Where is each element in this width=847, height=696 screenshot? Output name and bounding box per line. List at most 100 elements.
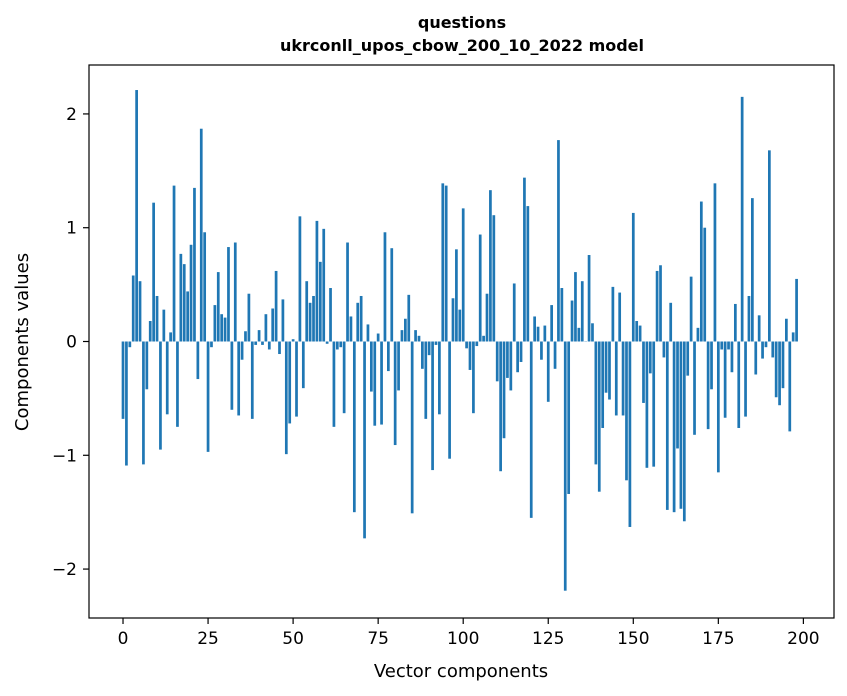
bar (288, 341, 292, 424)
bar (563, 341, 567, 591)
bar (774, 341, 778, 398)
bar (404, 318, 407, 342)
chart-subtitle: ukrconll_upos_cbow_200_10_2022 model (280, 36, 644, 55)
bar (710, 341, 713, 390)
bar (424, 341, 428, 419)
bar (193, 187, 196, 342)
bar (499, 341, 502, 472)
bar (261, 341, 264, 345)
bar (206, 341, 210, 452)
bar (625, 341, 628, 481)
bar (665, 341, 669, 510)
bar (638, 325, 642, 342)
bar (359, 295, 363, 342)
bar (352, 341, 356, 513)
bar (560, 288, 564, 342)
bar (281, 299, 285, 342)
bar (611, 286, 615, 342)
x-tick-label: 0 (118, 629, 129, 649)
bar (284, 341, 288, 455)
bar (383, 232, 387, 342)
bar (682, 341, 686, 522)
y-tick-label: 0 (66, 333, 77, 353)
bar (182, 264, 186, 342)
bar (213, 305, 217, 342)
bar (523, 177, 526, 342)
bar (733, 303, 737, 342)
bar (216, 272, 220, 342)
bar (295, 341, 298, 417)
bar (274, 270, 278, 342)
bar (162, 309, 166, 342)
bar (159, 341, 162, 450)
bar (165, 341, 169, 415)
bar (203, 232, 207, 342)
bar (301, 341, 305, 389)
bar (540, 341, 543, 360)
bar (461, 208, 465, 342)
bar (506, 341, 509, 378)
bar (516, 341, 519, 373)
bar (703, 227, 707, 342)
bar (621, 341, 625, 416)
bar (672, 341, 676, 513)
bar (227, 247, 230, 342)
bar (529, 341, 533, 518)
bar (438, 341, 441, 415)
bar (376, 333, 380, 342)
bar (740, 96, 744, 342)
bar (628, 341, 632, 527)
bar (318, 261, 322, 342)
bar (706, 341, 710, 430)
bar (427, 341, 431, 356)
x-tick-label: 150 (617, 629, 649, 649)
x-tick-label: 75 (367, 629, 389, 649)
bar (761, 341, 764, 359)
bar (785, 318, 788, 342)
bar (751, 198, 754, 342)
bar (421, 341, 424, 369)
bar (768, 150, 771, 342)
bar (431, 341, 434, 471)
bar (220, 314, 224, 342)
bar (489, 190, 492, 342)
bar (332, 341, 336, 427)
bar (223, 317, 227, 342)
bar (519, 341, 523, 362)
bar (597, 341, 601, 492)
x-tick-label: 100 (447, 629, 479, 649)
bar (244, 331, 247, 342)
bar (478, 234, 482, 342)
bar (727, 341, 730, 350)
bar (172, 185, 176, 342)
bar (349, 316, 353, 342)
bar (655, 270, 659, 342)
bar (148, 321, 152, 342)
bar (720, 341, 724, 350)
bar (390, 248, 394, 342)
bar (176, 341, 179, 427)
bar (315, 220, 319, 342)
bar (189, 244, 193, 342)
bar (574, 272, 577, 342)
bar (492, 215, 496, 342)
bar (662, 341, 666, 358)
bar (329, 288, 332, 342)
bar (676, 341, 679, 449)
x-tick-label: 50 (282, 629, 304, 649)
y-tick-label: −1 (52, 446, 77, 466)
bar (339, 341, 343, 348)
x-tick-label: 125 (532, 629, 564, 649)
x-tick-label: 175 (702, 629, 734, 649)
bar (614, 341, 618, 416)
bar (312, 295, 315, 342)
bar (747, 295, 751, 342)
bar (325, 341, 329, 344)
bar (730, 341, 734, 373)
bar (356, 302, 360, 342)
bar (764, 341, 768, 348)
bar (744, 341, 747, 417)
bar (472, 341, 475, 414)
bar (737, 341, 741, 428)
bar (608, 341, 611, 400)
